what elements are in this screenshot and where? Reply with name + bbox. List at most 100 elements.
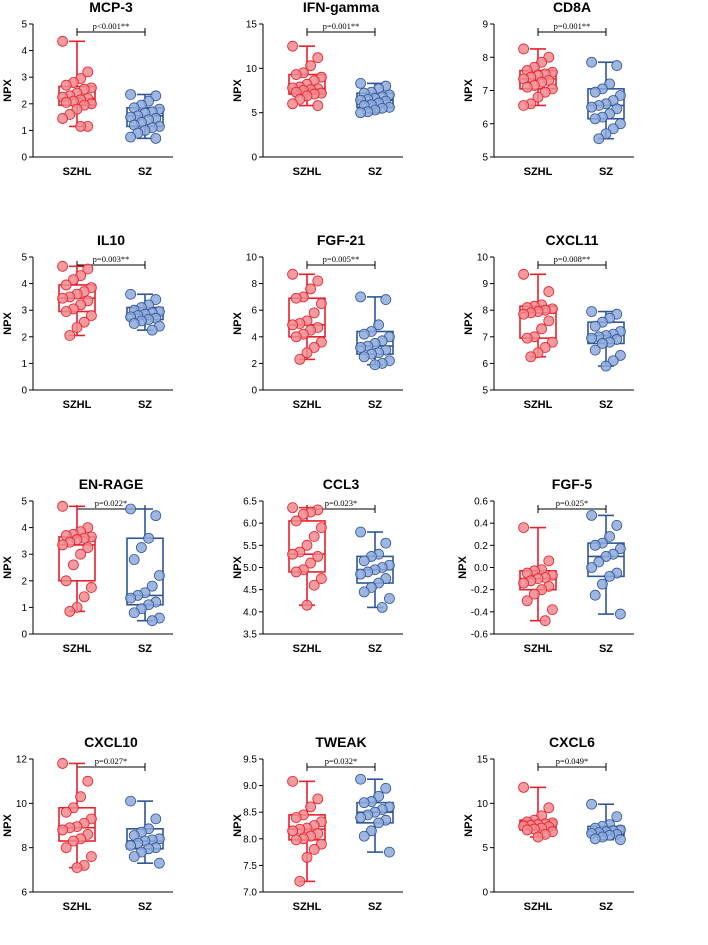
y-tick-label: 0 (21, 630, 27, 641)
data-point (308, 579, 320, 591)
x-category-label: SZ (138, 399, 152, 411)
data-point (125, 131, 137, 143)
x-category-label: SZ (368, 901, 382, 913)
data-point (589, 86, 601, 98)
data-point (305, 801, 317, 813)
data-point (586, 306, 597, 317)
p-value-label: p=0.027* (95, 756, 127, 766)
series-sz (586, 510, 626, 620)
y-tick-label: 0.0 (474, 563, 488, 574)
data-point (290, 515, 302, 527)
panel-title: MCP-3 (89, 0, 133, 15)
data-point (150, 510, 162, 522)
data-point (543, 286, 555, 297)
panel-title: CXCL10 (84, 734, 138, 750)
y-tick-label: 5.5 (243, 541, 257, 552)
x-category-label: SZ (138, 643, 152, 655)
data-point (543, 555, 555, 567)
data-point (315, 522, 327, 533)
data-point (365, 825, 377, 837)
x-category-label: SZHL (63, 399, 92, 411)
data-point (150, 813, 162, 825)
y-axis-label: NPX (457, 556, 469, 579)
data-point (525, 351, 537, 363)
data-point (57, 758, 68, 769)
p-value-label: p=0.022* (95, 498, 127, 508)
data-point (290, 834, 302, 846)
data-point (615, 543, 626, 555)
series-szhl (518, 522, 558, 627)
data-point (532, 831, 544, 843)
data-point (358, 797, 370, 809)
y-tick-label: -0.4 (471, 607, 489, 618)
data-point (373, 817, 385, 829)
p-value-label: p=0.025* (556, 498, 588, 508)
data-point (312, 100, 324, 111)
x-category-label: SZHL (293, 399, 322, 411)
y-tick-label: 10 (246, 253, 258, 264)
panel-title: FGF-5 (552, 476, 593, 492)
series-szhl (57, 758, 97, 874)
y-axis-label: NPX (2, 79, 14, 102)
data-point (150, 90, 162, 102)
y-tick-label: 8.0 (243, 834, 257, 845)
y-tick-label: 6 (21, 888, 27, 899)
data-point (355, 78, 367, 89)
data-point (290, 812, 302, 823)
y-tick-label: 2 (21, 332, 27, 343)
data-point (315, 336, 327, 348)
y-tick-label: 7.0 (243, 888, 257, 899)
data-point (78, 316, 90, 328)
y-tick-label: 0 (251, 153, 257, 164)
data-point (146, 324, 158, 336)
panel-title: FGF-21 (317, 232, 365, 248)
data-point (518, 100, 529, 111)
y-tick-label: 10 (477, 799, 489, 810)
y-tick-label: 0.4 (474, 519, 488, 530)
data-point (68, 835, 79, 847)
data-point (290, 566, 302, 578)
x-category-label: SZHL (524, 643, 553, 655)
data-point (68, 559, 79, 571)
data-point (150, 294, 162, 305)
data-point (604, 531, 615, 542)
series-sz (355, 773, 395, 858)
y-tick-label: 4 (21, 523, 27, 534)
x-category-label: SZ (368, 399, 382, 411)
x-category-label: SZ (368, 643, 382, 655)
data-point (60, 842, 72, 854)
y-axis-label: NPX (2, 556, 14, 579)
data-point (518, 308, 529, 320)
x-category-label: SZHL (63, 166, 92, 178)
data-point (301, 347, 313, 359)
y-tick-label: 8 (482, 53, 488, 64)
data-point (57, 500, 68, 512)
panel-title: CD8A (553, 0, 591, 15)
data-point (593, 556, 605, 568)
y-tick-label: 1 (21, 126, 27, 137)
data-point (593, 133, 605, 145)
series-sz (355, 78, 395, 119)
data-point (125, 795, 137, 807)
panel-title: IL10 (97, 232, 125, 248)
y-tick-label: -0.2 (471, 585, 489, 596)
data-point (589, 589, 601, 601)
panel-cxcl6: CXCL6 p=0.049* 0 5 10 15 NPX SZHL SZ (463, 734, 634, 913)
data-point (64, 330, 76, 341)
data-point (604, 570, 615, 582)
data-point (290, 292, 302, 304)
data-point (146, 580, 158, 592)
y-axis-label: NPX (2, 814, 14, 837)
y-tick-label: 6.5 (243, 497, 257, 508)
series-szhl (57, 260, 97, 341)
x-category-label: SZHL (524, 166, 553, 178)
data-point (75, 548, 86, 560)
panel-title: CXCL11 (546, 232, 599, 248)
y-axis-label: NPX (232, 556, 244, 579)
series-szhl (57, 35, 97, 132)
data-point (532, 91, 544, 103)
p-value-label: p<0.001** (93, 21, 130, 31)
data-point (597, 578, 608, 590)
data-point (301, 599, 313, 611)
series-szhl (287, 268, 327, 365)
